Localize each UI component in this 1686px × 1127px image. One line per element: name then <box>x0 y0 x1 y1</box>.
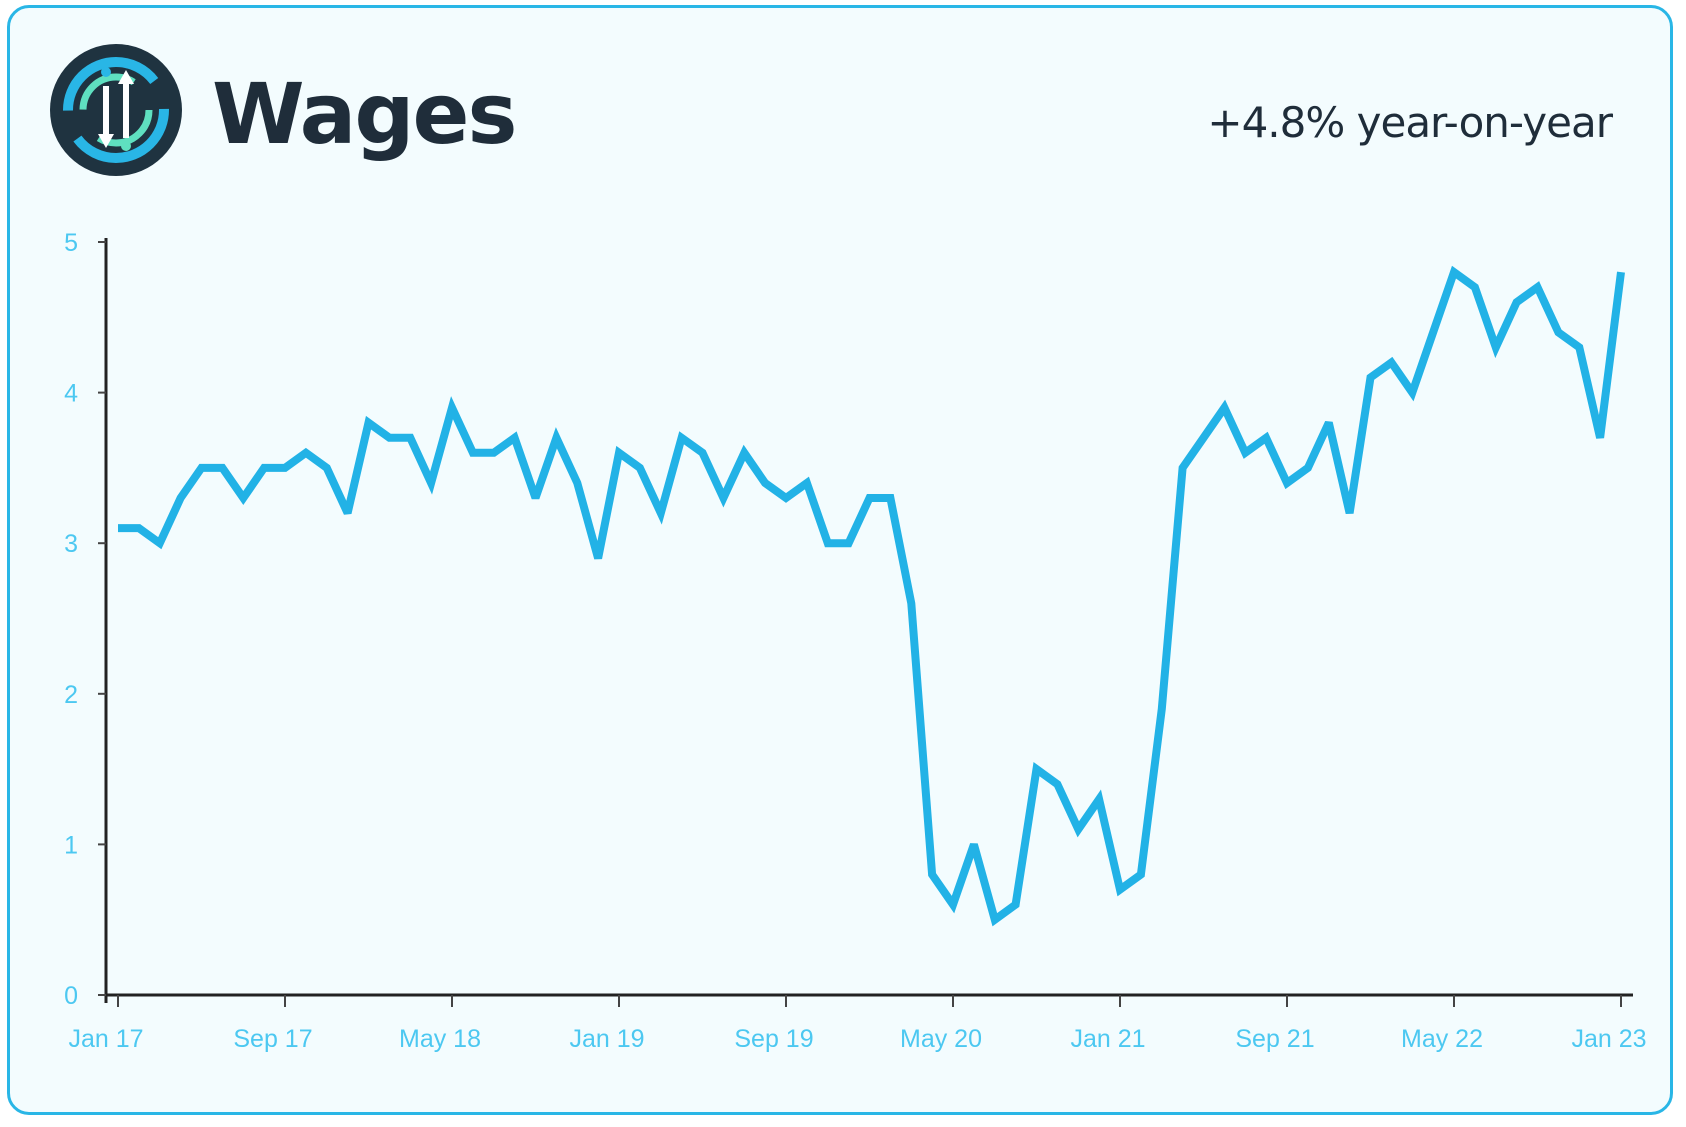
info-arrows-icon <box>50 44 182 176</box>
x-tick-label: Sep 21 <box>1235 1025 1314 1053</box>
x-tick-label: May 18 <box>399 1025 481 1053</box>
y-tick-label: 2 <box>64 681 78 709</box>
chart-title: Wages <box>212 65 517 163</box>
series-group <box>118 265 1625 927</box>
x-tick-label: Jan 21 <box>1070 1025 1145 1053</box>
y-tick-label: 1 <box>64 831 78 859</box>
y-tick-label: 5 <box>64 229 78 257</box>
x-tick-label: Jan 19 <box>569 1025 644 1053</box>
x-tick-label: Jan 23 <box>1571 1025 1646 1053</box>
y-axis: 0 1 2 3 4 5 <box>64 229 108 1010</box>
chart-card <box>7 5 1673 1115</box>
x-tick-label: May 20 <box>900 1025 982 1053</box>
x-tick-label: May 22 <box>1401 1025 1483 1053</box>
x-tick-label: Jan 17 <box>68 1025 143 1053</box>
y-tick-label: 3 <box>64 530 78 558</box>
y-tick-label: 0 <box>64 982 78 1010</box>
x-tick-label: Sep 17 <box>233 1025 312 1053</box>
x-tick-label: Sep 19 <box>734 1025 813 1053</box>
series-line <box>118 265 1625 927</box>
yoy-change-label: +4.8% year-on-year <box>1207 98 1613 147</box>
x-axis: Jan 17 Sep 17 May 18 Jan 19 Sep 19 May 20 Jan … <box>68 993 1647 1053</box>
y-tick-label: 4 <box>64 380 78 408</box>
